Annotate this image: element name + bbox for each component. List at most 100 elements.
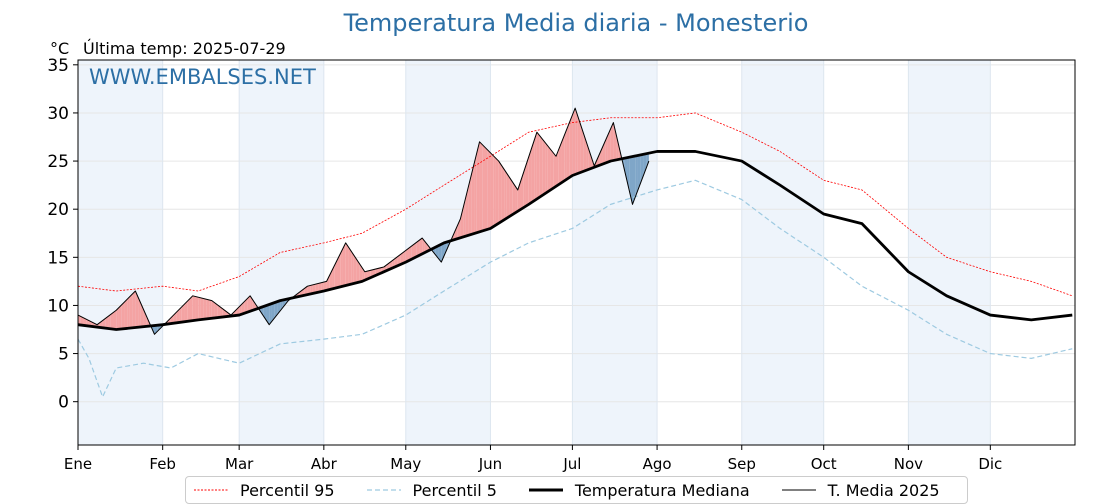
fill-above-median — [495, 158, 499, 225]
fill-above-median — [121, 302, 125, 329]
fill-above-median — [345, 242, 349, 286]
fill-below-median — [624, 157, 628, 181]
line-percentil-95 — [77, 112, 1073, 297]
fill-above-median — [340, 248, 343, 287]
fill-above-median — [184, 301, 188, 322]
fill-above-median — [312, 284, 316, 294]
last-temp-label: Última temp: 2025-07-29 — [83, 39, 286, 58]
fill-above-median — [536, 132, 540, 199]
fill-below-median — [282, 299, 286, 308]
fill-above-median — [400, 252, 404, 265]
x-tick-label: Nov — [894, 455, 923, 473]
x-tick-label: Ene — [64, 455, 92, 473]
fill-above-median — [405, 248, 409, 263]
fill-above-median — [189, 295, 193, 321]
legend-label-p95: Percentil 95 — [240, 480, 335, 500]
fill-above-median — [422, 238, 425, 254]
fill-above-median — [610, 122, 614, 162]
fill-above-median — [474, 152, 477, 234]
month-band — [908, 60, 991, 445]
legend-label-median: Temperatura Mediana — [574, 480, 750, 500]
fill-above-median — [460, 207, 464, 238]
fill-above-median — [575, 108, 578, 175]
fill-above-median — [487, 150, 491, 230]
fill-above-median — [83, 317, 87, 326]
fill-above-median — [323, 281, 327, 291]
fill-above-median — [244, 298, 248, 314]
fill-above-median — [512, 181, 516, 215]
fill-above-median — [525, 156, 529, 207]
x-tick-label: Oct — [811, 455, 837, 473]
fill-above-median — [217, 304, 221, 318]
fill-above-median — [179, 306, 182, 323]
month-band — [741, 60, 824, 445]
fill-below-median — [632, 155, 636, 205]
fill-above-median — [605, 134, 608, 164]
fill-above-median — [203, 298, 207, 320]
fill-above-median — [501, 165, 505, 222]
fill-below-median — [157, 324, 160, 332]
fill-above-median — [86, 319, 89, 327]
fill-below-median — [266, 304, 270, 325]
fill-above-median — [359, 263, 363, 283]
legend: Percentil 95 Percentil 5 Temperatura Med… — [185, 476, 968, 504]
watermark: WWW.EMBALSES.NET — [89, 65, 316, 89]
fill-below-median — [640, 154, 644, 183]
fill-below-median — [274, 301, 278, 318]
fill-above-median — [484, 147, 488, 231]
x-tick-label: Mar — [225, 455, 254, 473]
fill-below-median — [438, 244, 442, 263]
fill-above-median — [209, 299, 212, 319]
fill-above-median — [547, 145, 551, 192]
fill-above-median — [394, 256, 398, 267]
month-band — [78, 60, 163, 445]
legend-swatch-p95 — [194, 489, 228, 491]
fill-above-median — [118, 304, 122, 330]
legend-label-p5: Percentil 5 — [412, 480, 497, 500]
fill-above-median — [318, 282, 322, 293]
x-tick-label: Jul — [562, 455, 581, 473]
fill-above-median — [181, 304, 185, 323]
fill-above-median — [176, 309, 180, 323]
fill-above-median — [539, 135, 543, 198]
fill-above-median — [577, 116, 581, 174]
legend-item-current: T. Media 2025 — [781, 481, 940, 500]
fill-above-median — [550, 149, 554, 190]
x-tick-label: Dic — [978, 455, 1002, 473]
line-t-media-2025 — [77, 107, 650, 335]
fill-above-median — [545, 142, 548, 194]
fill-above-median — [479, 141, 483, 232]
fill-above-median — [113, 310, 117, 330]
fill-above-median — [476, 141, 480, 233]
legend-swatch-current — [781, 489, 816, 491]
y-tick-label: 35 — [47, 56, 69, 76]
fill-above-median — [520, 173, 524, 210]
fill-above-median — [214, 302, 218, 318]
fill-above-median — [416, 240, 420, 257]
fill-above-median — [342, 242, 346, 287]
chart-title: Temperatura Media diaria - Monesterio — [343, 9, 809, 37]
x-tick-label: Ago — [643, 455, 672, 473]
fill-above-median — [326, 275, 330, 291]
fill-above-median — [588, 149, 592, 170]
fill-above-median — [241, 301, 245, 315]
fill-above-median — [498, 161, 502, 224]
fill-above-median — [528, 148, 532, 205]
y-axis: 0 5 10 15 20 25 30 35 — [47, 56, 78, 413]
fill-above-median — [116, 307, 119, 330]
fill-above-median — [102, 318, 106, 329]
fill-above-median — [356, 259, 360, 283]
fill-below-median — [444, 242, 447, 256]
month-bands — [78, 60, 991, 445]
fill-above-median — [127, 296, 130, 329]
fill-below-median — [637, 154, 641, 190]
fill-above-median — [556, 149, 559, 187]
fill-above-median — [504, 169, 507, 220]
line-temperatura-mediana — [77, 150, 1073, 331]
y-tick-label: 5 — [58, 345, 69, 365]
fill-above-median — [143, 309, 147, 327]
plot-frame — [77, 59, 1076, 446]
fill-above-median — [108, 314, 111, 329]
fill-above-median — [315, 283, 319, 293]
y-tick-label: 20 — [47, 200, 69, 220]
